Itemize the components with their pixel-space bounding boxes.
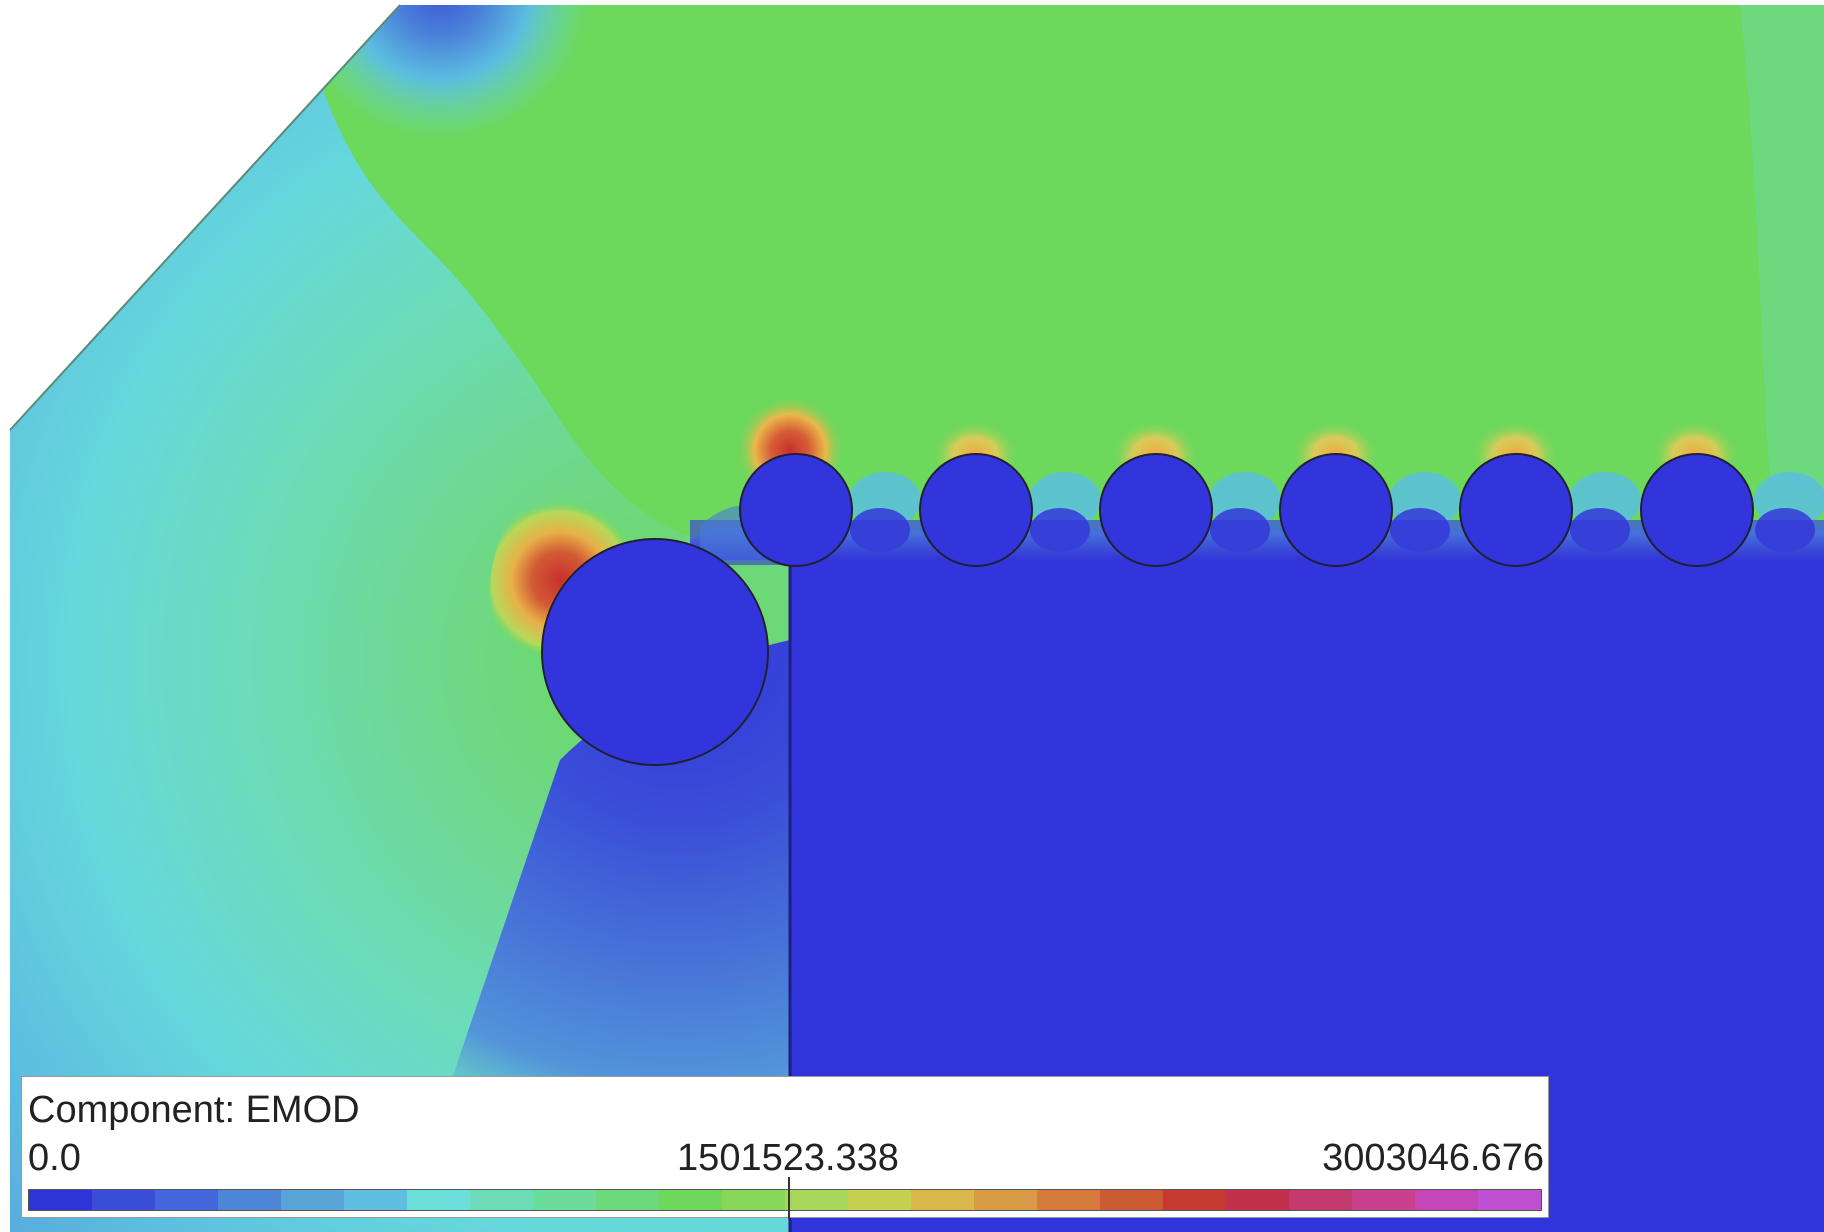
upper-green-region	[300, 5, 1824, 540]
domain-edge	[9, 4, 401, 431]
top-corner-spot	[250, 5, 650, 260]
right-edge-band	[1740, 5, 1824, 500]
colorbar-band-2	[155, 1190, 218, 1210]
legend-tick-max: 3003046.676	[1322, 1137, 1544, 1179]
colorbar-band-20	[1289, 1190, 1352, 1210]
small-inclusion-4	[1279, 453, 1393, 567]
large-inclusion	[541, 538, 769, 766]
colorbar-band-1	[92, 1190, 155, 1210]
colorbar-band-9	[596, 1190, 659, 1210]
colorbar-band-22	[1415, 1190, 1478, 1210]
colorbar-band-21	[1352, 1190, 1415, 1210]
colorbar-band-0	[29, 1190, 92, 1210]
small-inclusion-3	[1099, 453, 1213, 567]
colorbar-band-8	[533, 1190, 596, 1210]
color-legend: Component: EMOD 0.0 1501523.338 3003046.…	[21, 1076, 1549, 1219]
colorbar-band-5	[344, 1190, 407, 1210]
colorbar-band-13	[848, 1190, 911, 1210]
colorbar-band-17	[1100, 1190, 1163, 1210]
colorbar-band-14	[911, 1190, 974, 1210]
small-inclusion-5	[1459, 453, 1573, 567]
colorbar-band-12	[785, 1190, 848, 1210]
small-inclusion-6	[1640, 453, 1754, 567]
colorbar	[28, 1189, 1542, 1211]
colorbar-band-16	[1037, 1190, 1100, 1210]
colorbar-band-3	[218, 1190, 281, 1210]
small-inclusion-1	[739, 453, 853, 567]
colorbar-band-23	[1478, 1190, 1541, 1210]
colorbar-band-7	[470, 1190, 533, 1210]
colorbar-band-11	[722, 1190, 785, 1210]
colorbar-band-4	[281, 1190, 344, 1210]
colorbar-mid-marker	[788, 1177, 790, 1219]
colorbar-band-6	[407, 1190, 470, 1210]
block-top-strip	[690, 520, 1824, 565]
legend-title: Component: EMOD	[28, 1089, 360, 1131]
small-inclusion-2	[919, 453, 1033, 567]
colorbar-band-15	[974, 1190, 1037, 1210]
legend-tick-min: 0.0	[28, 1137, 81, 1179]
colorbar-band-18	[1163, 1190, 1226, 1210]
legend-tick-mid: 1501523.338	[677, 1137, 899, 1179]
colorbar-band-19	[1226, 1190, 1289, 1210]
colorbar-band-10	[659, 1190, 722, 1210]
